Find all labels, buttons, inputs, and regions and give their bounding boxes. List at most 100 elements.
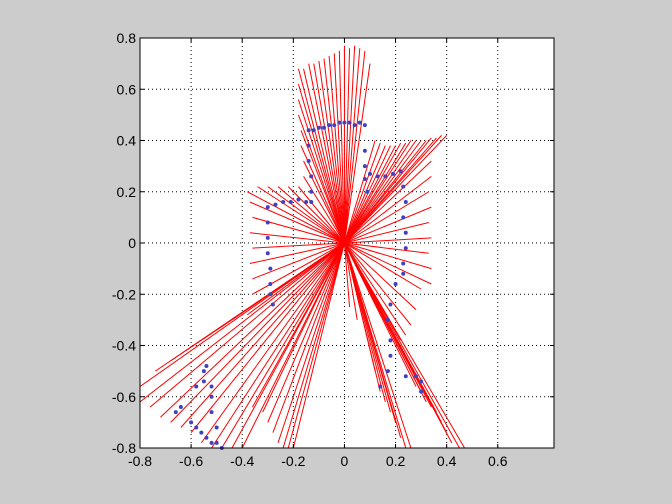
scan-point bbox=[265, 205, 270, 210]
scan-point bbox=[391, 171, 395, 176]
scan-ray bbox=[297, 83, 345, 244]
scan-point bbox=[383, 174, 388, 179]
y-tick-label: 0.2 bbox=[117, 184, 137, 200]
scan-ray bbox=[252, 242, 345, 249]
y-axis-ticks: -0.8 -0.6 -0.4 -0.2 0 0.2 0.4 0.6 0.8 bbox=[112, 30, 554, 456]
scan-point bbox=[401, 271, 406, 276]
scan-point bbox=[385, 369, 390, 374]
scan-point bbox=[368, 171, 372, 176]
scan-point bbox=[268, 282, 273, 286]
scan-ray bbox=[344, 242, 429, 254]
origin-circle bbox=[340, 239, 348, 247]
scan-ray bbox=[344, 160, 432, 244]
scan-point bbox=[268, 292, 273, 297]
scan-point bbox=[201, 379, 206, 384]
scan-ray bbox=[343, 242, 417, 387]
scan-ray bbox=[267, 186, 345, 244]
scan-ray bbox=[344, 140, 417, 244]
scan-ray bbox=[211, 242, 345, 449]
x-axis-ticks: -0.8 -0.6 -0.4 -0.2 0 0.2 0.4 0.6 bbox=[128, 38, 508, 469]
scan-ray bbox=[333, 53, 345, 244]
scan-point bbox=[178, 405, 183, 409]
scan-point bbox=[378, 384, 383, 389]
scan-ray bbox=[344, 242, 432, 270]
scan-ray bbox=[344, 242, 412, 326]
scan-point bbox=[309, 200, 314, 204]
scan-point bbox=[209, 384, 214, 389]
scan-ray bbox=[318, 60, 345, 244]
scan-ray bbox=[297, 99, 345, 244]
scan-point bbox=[362, 148, 367, 153]
scan-point bbox=[403, 246, 408, 251]
scan-ray bbox=[344, 242, 465, 449]
scan-ray bbox=[344, 135, 442, 244]
scan-ray bbox=[247, 191, 345, 244]
scan-ray bbox=[343, 145, 391, 244]
scan-point bbox=[332, 123, 337, 128]
scan-point bbox=[214, 440, 219, 445]
scan-ray bbox=[343, 48, 351, 244]
scan-point bbox=[288, 200, 293, 204]
x-tick-label: -0.8 bbox=[128, 453, 152, 469]
scan-point bbox=[362, 164, 367, 169]
x-tick-label: 0.2 bbox=[386, 453, 406, 469]
scan-point bbox=[173, 410, 178, 415]
y-tick-label: 0.4 bbox=[117, 133, 137, 149]
y-tick-label: 0.8 bbox=[117, 30, 137, 46]
scan-ray bbox=[343, 242, 351, 308]
scan-point bbox=[403, 230, 408, 235]
scan-point bbox=[306, 159, 311, 163]
scan-ray bbox=[344, 140, 412, 244]
scan-ray bbox=[231, 242, 345, 321]
scan-ray bbox=[344, 222, 429, 244]
scan-ray bbox=[257, 186, 345, 244]
scan-point bbox=[296, 197, 301, 202]
scan-point bbox=[209, 410, 214, 415]
scan-point bbox=[270, 302, 275, 307]
scan-point bbox=[311, 128, 316, 133]
scan-ray bbox=[282, 242, 345, 449]
scan-point bbox=[306, 143, 311, 148]
scan-point bbox=[388, 353, 393, 358]
scan-point bbox=[337, 120, 342, 125]
scan-ray bbox=[180, 242, 345, 428]
scan-point bbox=[403, 374, 408, 379]
scan-ray bbox=[292, 242, 345, 449]
scan-ray bbox=[343, 142, 381, 244]
scan-ray bbox=[343, 242, 376, 372]
scan-point bbox=[306, 128, 311, 133]
scan-ray bbox=[277, 186, 345, 244]
scan-ray bbox=[344, 191, 430, 244]
x-tick-label: 0.4 bbox=[437, 453, 457, 469]
scan-point bbox=[401, 261, 406, 266]
scan-ray bbox=[277, 242, 345, 444]
scan-point bbox=[204, 435, 209, 440]
y-tick-label: -0.8 bbox=[112, 440, 136, 456]
y-tick-label: -0.4 bbox=[112, 338, 136, 354]
scan-point bbox=[281, 200, 286, 204]
scan-ray bbox=[343, 50, 366, 244]
scan-ray bbox=[249, 232, 345, 244]
scan-ray bbox=[287, 242, 345, 449]
scan-ray bbox=[344, 242, 422, 290]
scan-point bbox=[375, 174, 380, 179]
scan-ray bbox=[249, 242, 345, 264]
scan-point bbox=[265, 235, 270, 240]
scan-point bbox=[309, 189, 314, 194]
scan-point bbox=[209, 440, 214, 445]
scan-ray bbox=[139, 242, 345, 387]
scan-point bbox=[393, 282, 398, 286]
scan-point bbox=[385, 317, 390, 322]
y-tick-label: 0 bbox=[128, 235, 136, 251]
scan-ray bbox=[344, 242, 432, 285]
y-tick-label: -0.6 bbox=[112, 389, 136, 405]
x-tick-label: -0.6 bbox=[179, 453, 203, 469]
scan-ray bbox=[247, 242, 345, 316]
scan-ray bbox=[344, 145, 396, 244]
scan-point bbox=[309, 174, 314, 179]
scan-points bbox=[173, 120, 424, 450]
scan-ray bbox=[343, 145, 386, 244]
scan-point bbox=[189, 420, 194, 425]
scan-ray bbox=[344, 175, 432, 244]
